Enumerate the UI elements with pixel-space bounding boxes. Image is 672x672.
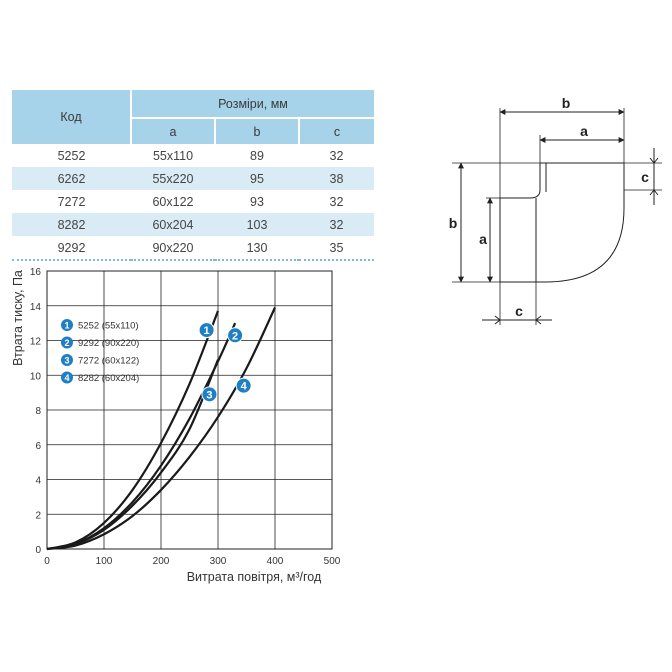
series-line-2 — [46, 322, 237, 551]
x-tick-label: 500 — [324, 556, 341, 567]
series-line-3 — [46, 359, 220, 551]
y-tick-label: 10 — [30, 371, 42, 382]
cell-b: 95 — [215, 167, 299, 190]
cell-code: 6262 — [12, 167, 131, 190]
y-axis-label: Втрата тиску, Па — [11, 270, 25, 366]
cell-code: 5252 — [57, 148, 86, 163]
cell-b: 130 — [215, 236, 299, 261]
cell-code: 7272 — [57, 194, 86, 209]
legend-badge-icon — [61, 354, 73, 366]
legend-entry: 5252 (55x110) — [78, 321, 139, 332]
elbow-outline — [499, 162, 625, 283]
header-c: c — [298, 118, 374, 144]
table-row: 7272 60x122 93 32 — [12, 190, 374, 213]
cell-a: 55x110 — [152, 148, 194, 163]
curve-badge-number: 4 — [241, 381, 248, 393]
y-tick-label: 14 — [30, 302, 42, 313]
spec-table: Код Розміри, мм a b c 5252 55x110 89 32 … — [12, 90, 374, 261]
cell-a: 90x220 — [131, 236, 215, 261]
legend-entry: 9292 (90x220) — [78, 338, 139, 349]
dim-label-b-left: b — [449, 215, 458, 231]
chart-grid — [47, 271, 332, 549]
curve-badge-icon — [201, 386, 218, 403]
cell-b: 89 — [250, 148, 264, 163]
chart-legend: 1 5252 (55x110) 2 9292 (90x220) 3 7272 (60x12… — [61, 319, 139, 384]
table-row: 8282 60x204 103 32 — [12, 213, 374, 236]
cell-c: 32 — [329, 148, 344, 163]
dim-label-a-top: a — [580, 123, 588, 139]
x-tick-label: 300 — [210, 556, 227, 567]
cell-a: 60x122 — [152, 194, 194, 209]
dim-label-b-top: b — [562, 95, 571, 111]
legend-badge-number: 1 — [64, 321, 69, 331]
curve-badge-icon — [235, 377, 252, 394]
y-tick-label: 6 — [35, 441, 41, 452]
curve-badge-icon — [198, 322, 215, 339]
cell-b: 93 — [250, 194, 264, 209]
cell-c: 32 — [299, 213, 374, 236]
dim-label-c-bottom: c — [515, 303, 523, 319]
x-tick-label: 100 — [96, 556, 113, 567]
cell-code: 8282 — [12, 213, 131, 236]
cell-code: 9292 — [12, 236, 131, 261]
legend-badge-icon — [61, 336, 73, 349]
cell-c: 38 — [299, 167, 374, 190]
header-b: b — [214, 118, 299, 144]
y-tick-label: 4 — [35, 476, 41, 487]
table-row: 9292 90x220 130 35 — [12, 236, 374, 261]
x-tick-label: 400 — [267, 556, 284, 567]
header-a: a — [130, 118, 215, 144]
y-tick-label: 0 — [35, 545, 41, 556]
series-line-1 — [46, 310, 220, 551]
curve-badge-number: 2 — [232, 330, 238, 342]
curve-badge-number: 3 — [206, 389, 212, 401]
legend-badge-number: 4 — [64, 373, 69, 383]
curve-badges: 1 2 3 4 — [198, 322, 252, 403]
x-tick-label: 200 — [153, 556, 170, 567]
x-tick-label: 0 — [44, 556, 50, 567]
y-tick-label: 12 — [30, 337, 42, 348]
y-tick-label: 2 — [35, 510, 41, 521]
cell-a: 60x204 — [131, 213, 215, 236]
curve-badge-number: 1 — [204, 325, 210, 337]
elbow-diagram: b a c b a c — [449, 95, 662, 325]
cell-b: 103 — [215, 213, 299, 236]
legend-badge-number: 2 — [64, 338, 69, 348]
legend-badge-icon — [61, 319, 73, 331]
dim-label-c-right: c — [641, 169, 649, 185]
table-row: 6262 55x220 95 38 — [12, 167, 374, 190]
cell-c: 32 — [329, 194, 344, 209]
curve-badge-icon — [227, 327, 244, 344]
legend-badge-icon — [61, 371, 73, 384]
dim-label-a-left: a — [479, 231, 487, 247]
cell-c: 35 — [299, 236, 374, 261]
x-axis-label: Витрата повітря, м³/год — [187, 570, 322, 584]
cell-a: 55x220 — [131, 167, 215, 190]
header-dimensions: Розміри, мм — [130, 90, 374, 118]
plot-frame — [46, 270, 333, 550]
y-tick-label: 16 — [30, 267, 42, 278]
legend-entry: 8282 (60x204) — [78, 373, 139, 384]
header-code: Код — [12, 90, 131, 144]
legend-entry: 7272 (60x122) — [78, 356, 139, 367]
legend-badge-number: 3 — [64, 356, 69, 366]
table-row: 5252 55x110 89 32 — [12, 144, 374, 167]
y-tick-label: 8 — [35, 406, 41, 417]
